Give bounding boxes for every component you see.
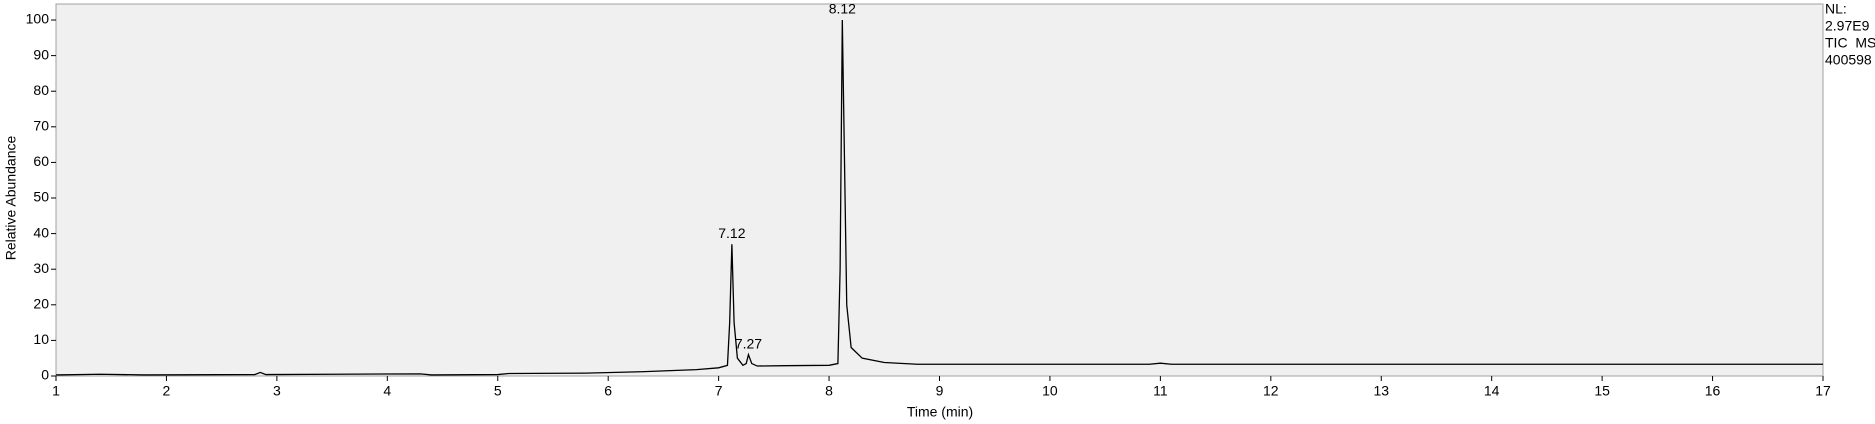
x-axis-label: Time (min) (907, 404, 973, 420)
x-tick-label: 3 (273, 383, 281, 399)
info-text: NL: (1825, 1, 1847, 17)
x-tick-label: 2 (163, 383, 171, 399)
peak-label: 7.12 (718, 225, 745, 241)
x-tick-label: 13 (1373, 383, 1389, 399)
y-tick-label: 0 (41, 367, 49, 383)
x-tick-label: 7 (715, 383, 723, 399)
x-tick-label: 10 (1042, 383, 1058, 399)
y-tick-label: 10 (33, 331, 49, 347)
y-tick-label: 20 (33, 296, 49, 312)
x-tick-label: 16 (1705, 383, 1721, 399)
y-tick-label: 80 (33, 82, 49, 98)
y-tick-label: 70 (33, 118, 49, 134)
x-tick-label: 6 (604, 383, 612, 399)
y-tick-label: 60 (33, 153, 49, 169)
trace (55, 20, 1823, 376)
x-tick-label: 17 (1815, 383, 1831, 399)
x-tick-label: 11 (1153, 383, 1168, 399)
info-text: 2.97E9 (1825, 18, 1870, 34)
y-tick-label: 50 (33, 189, 49, 205)
plot-area (55, 3, 1824, 377)
peak-label: 7.27 (735, 335, 762, 351)
peak-label: 8.12 (829, 1, 856, 17)
info-text: 400598 (1825, 52, 1872, 68)
info-text: TIC MS (1825, 35, 1875, 51)
x-tick-label: 14 (1484, 383, 1500, 399)
y-tick-label: 100 (26, 11, 50, 27)
x-tick-label: 4 (383, 383, 391, 399)
x-tick-label: 12 (1263, 383, 1279, 399)
x-tick-label: 5 (494, 383, 502, 399)
y-tick-label: 30 (33, 260, 49, 276)
x-tick-label: 15 (1594, 383, 1610, 399)
y-tick-label: 90 (33, 46, 49, 62)
x-tick-label: 8 (825, 383, 833, 399)
y-axis-label: Relative Abundance (3, 136, 19, 261)
x-tick-label: 9 (936, 383, 944, 399)
x-tick-label: 1 (52, 383, 60, 399)
y-tick-label: 40 (33, 224, 49, 240)
